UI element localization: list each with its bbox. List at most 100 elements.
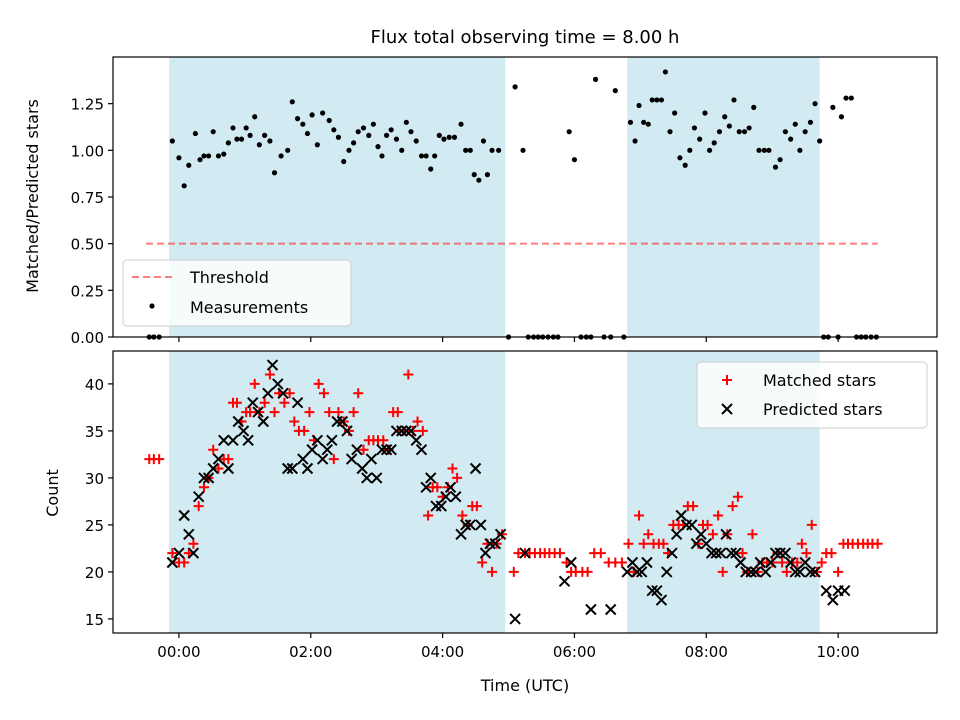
predicted-star-point xyxy=(631,566,643,578)
measurement-point xyxy=(467,147,473,153)
measurement-point xyxy=(331,127,337,133)
predicted-star-point xyxy=(326,434,338,447)
predicted-star-point xyxy=(266,359,279,371)
series-predicted-stars xyxy=(166,359,851,625)
measurement-point xyxy=(351,140,357,146)
measurement-point xyxy=(304,130,311,137)
bottom-legend-box xyxy=(696,361,928,429)
measurement-point xyxy=(436,132,442,138)
predicted-star-point xyxy=(494,528,507,541)
predicted-star-point xyxy=(297,453,309,465)
measurement-point xyxy=(843,95,849,101)
matched-star-point xyxy=(378,435,389,446)
predicted-star-point xyxy=(705,547,718,559)
predicted-star-point xyxy=(670,528,683,541)
matched-star-point xyxy=(412,416,423,427)
measurement-point xyxy=(761,147,767,153)
measurement-point xyxy=(256,142,262,148)
matched-star-point xyxy=(872,538,883,549)
predicted-star-point xyxy=(361,472,373,484)
predicted-star-point xyxy=(262,387,274,400)
top-legend-box xyxy=(122,259,352,327)
measurement-point xyxy=(697,136,703,142)
matched-star-point xyxy=(707,529,718,540)
matched-star-point xyxy=(582,566,593,577)
predicted-star-point xyxy=(469,462,482,475)
measurement-point xyxy=(484,172,491,178)
measurement-point xyxy=(706,147,713,153)
measurement-point xyxy=(716,129,723,135)
matched-star-point xyxy=(423,510,434,521)
measurement-point xyxy=(782,129,788,135)
measurement-point xyxy=(592,76,599,82)
top-y-tick-label: 0.00 xyxy=(71,329,104,347)
legend-matched-swatch xyxy=(722,375,732,385)
predicted-star-point xyxy=(715,547,727,559)
measurement-point xyxy=(294,116,301,122)
matched-star-point xyxy=(833,566,844,577)
predicted-star-point xyxy=(316,453,329,465)
matched-star-point xyxy=(245,407,256,418)
measurement-point xyxy=(408,129,414,135)
measurement-point xyxy=(682,162,688,168)
legend-measurements-label: Measurements xyxy=(190,298,308,317)
top-y-tick-label: 1.25 xyxy=(71,96,104,114)
predicted-star-point xyxy=(257,415,270,428)
measurement-point xyxy=(672,110,678,116)
predicted-star-point xyxy=(218,434,230,447)
x-tick-label: 06:00 xyxy=(553,643,596,661)
predicted-star-point xyxy=(425,472,437,484)
measurement-point xyxy=(446,134,452,140)
bottom-legend: Matched stars Predicted stars xyxy=(696,361,928,429)
predicted-star-point xyxy=(651,584,663,597)
measurement-point xyxy=(314,142,320,148)
predicted-star-point xyxy=(695,528,707,541)
measurement-point xyxy=(711,140,717,146)
measurement-point xyxy=(788,136,794,142)
measurement-point xyxy=(658,97,665,103)
measurement-point xyxy=(677,155,683,161)
measurement-point xyxy=(830,104,836,110)
legend-predicted-swatch xyxy=(721,403,733,415)
measurement-point xyxy=(777,157,783,163)
predicted-star-point xyxy=(839,584,851,597)
predicted-star-point xyxy=(769,547,782,559)
predicted-star-point xyxy=(385,443,397,456)
predicted-star-point xyxy=(479,547,492,559)
top-measurements xyxy=(146,69,879,340)
predicted-star-point xyxy=(459,519,472,531)
measurement-point xyxy=(566,129,572,135)
matched-star-point xyxy=(264,369,275,380)
measurement-point xyxy=(399,147,405,153)
measurement-point xyxy=(413,138,419,144)
predicted-star-point xyxy=(635,566,648,578)
bot-y-tick-label: 40 xyxy=(85,376,104,394)
predicted-star-point xyxy=(311,434,324,447)
predicted-star-point xyxy=(277,387,289,400)
bottom-panel-counts: 15 20 25 30 35 40 00:00 02:00 04:00 06:00 08:00 10:… xyxy=(43,350,938,695)
predicted-star-point xyxy=(415,443,428,456)
top-y-tick-label: 1.00 xyxy=(71,142,104,160)
matched-star-point xyxy=(747,529,758,540)
matched-star-point xyxy=(623,538,634,549)
matched-star-point xyxy=(801,548,812,559)
predicted-star-point xyxy=(376,443,388,456)
measurement-point xyxy=(654,97,660,103)
predicted-star-point xyxy=(519,547,531,559)
predicted-star-point xyxy=(754,556,767,569)
measurement-point xyxy=(807,119,814,125)
measurement-point xyxy=(267,138,273,144)
measurement-point xyxy=(691,125,698,131)
matched-star-point xyxy=(304,407,315,418)
matched-star-point xyxy=(732,491,743,502)
predicted-star-point xyxy=(784,556,797,569)
matched-star-point xyxy=(417,425,428,436)
matched-star-point xyxy=(727,501,738,512)
matched-star-point xyxy=(299,425,310,436)
matched-star-point xyxy=(231,397,242,408)
predicted-star-point xyxy=(187,547,200,559)
measurement-point xyxy=(192,130,198,137)
measurement-point xyxy=(186,162,192,168)
predicted-star-point xyxy=(272,378,284,390)
predicted-star-point xyxy=(400,425,413,437)
